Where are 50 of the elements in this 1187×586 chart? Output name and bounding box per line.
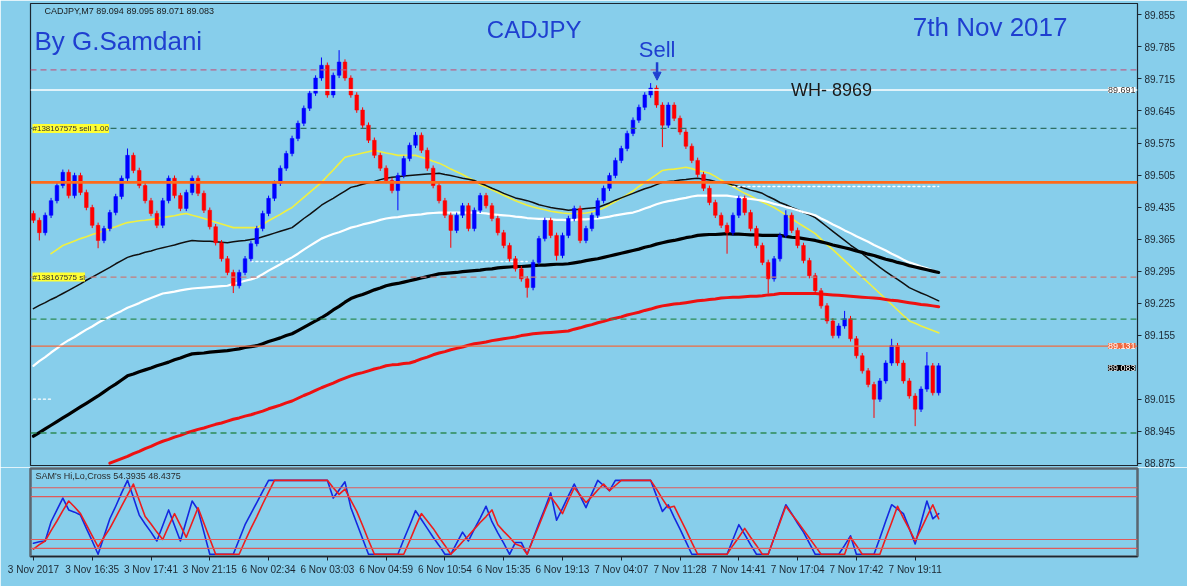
x-tick-label: 6 Nov 04:59 [359,563,414,575]
y-tick-label: 88.945 [1144,426,1176,438]
annotation: Sell [638,37,676,63]
candlestick [724,222,730,255]
annotation: WH- 8969 [791,79,873,100]
x-tick-label: 7 Nov 14:41 [711,563,767,575]
y-tick-label: 88.875 [1144,458,1176,470]
text: CADJPY [486,15,582,43]
y-tick-label: 89.015 [1144,394,1176,406]
annotation: By G.Samdani [34,25,203,56]
y-tick-label: 89.225 [1144,298,1176,310]
candlestick [666,101,671,129]
y-tick-label: 89.295 [1144,266,1176,278]
line-series [32,172,940,310]
y-tick-label: 89.575 [1144,138,1176,150]
y-tick-label: 89.715 [1144,73,1176,85]
x-tick-label: 6 Nov 10:54 [417,563,473,575]
ref-line-label: 89.691 [1107,84,1136,95]
x-tick-label: 6 Nov 15:35 [476,563,532,575]
candlestick [466,202,471,232]
x-tick-label: 7 Nov 19:11 [888,563,943,575]
annotation: 7th Nov 2017 [912,11,1068,42]
x-tick-label: 7 Nov 17:04 [770,563,825,575]
x-tick-label: 6 Nov 02:34 [241,563,296,575]
x-tick-label: 6 Nov 19:13 [535,563,590,575]
x-tick-label: 7 Nov 04:07 [594,563,649,575]
text: 89.083 [1107,363,1136,374]
x-tick-label: 3 Nov 2017 [7,563,60,575]
y-tick-label: 89.855 [1144,9,1176,21]
candlestick [736,195,741,219]
y-tick-label: 89.155 [1144,330,1176,342]
y-tick-label: 89.365 [1144,234,1176,246]
x-tick-label: 3 Nov 21:15 [182,563,238,575]
ref-line-label: 89.131 [1107,341,1136,352]
annotation: CADJPY,M7 89.094 89.095 89.071 89.083 [44,5,214,16]
annotation: #138167575 sl [32,272,86,282]
x-tick-label: 7 Nov 11:28 [653,563,708,575]
x-tick-label: 3 Nov 16:35 [65,563,120,575]
annotation: #138167575 sell 1.00 [32,123,110,133]
y-tick-label: 89.435 [1144,202,1176,214]
y-tick-label: 89.505 [1144,170,1176,182]
y-tick-label: 89.645 [1144,106,1176,117]
candlestick [730,212,736,236]
candlestick [672,101,677,122]
line-series [108,292,941,465]
x-tick-label: 7 Nov 17:42 [829,563,884,575]
x-tick-label: 3 Nov 17:41 [124,563,179,575]
x-tick-label: 6 Nov 03:03 [300,563,355,575]
y-tick-label: 89.785 [1144,41,1176,53]
chart-title: SAM's Hi,Lo,Cross 54.3935 48.4375 [35,470,181,481]
